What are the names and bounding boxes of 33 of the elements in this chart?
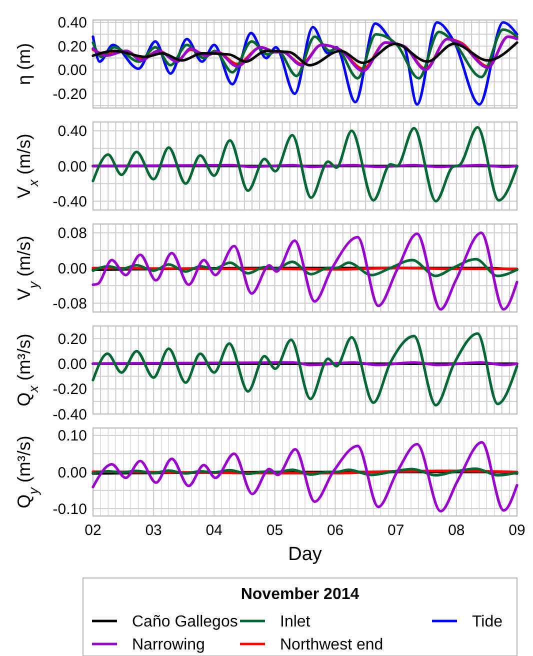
legend-label: Caño Gallegos [132,614,238,631]
legend-label: Northwest end [280,636,384,654]
y-axis-title: η (m) [14,43,34,85]
y-tick-label: 0.20 [58,38,87,56]
y-tick-label: 0.00 [58,260,87,278]
x-tick-label: 06 [326,522,344,539]
y-tick-label: -0.20 [52,86,87,103]
y-tick-label: -0.40 [52,193,87,210]
y-tick-label: 0.20 [58,330,87,348]
x-axis-title: Day [288,544,322,565]
x-tick-label: 05 [266,522,284,539]
x-tick-label: 07 [388,522,404,539]
y-tick-label: 0.00 [58,356,87,373]
y-tick-label: -0.20 [52,381,87,398]
y-tick-label: 0.00 [58,158,87,176]
x-tick-label: 03 [145,522,162,539]
y-tick-label: 0.10 [58,428,87,445]
y-tick-label: 0.00 [58,464,87,482]
legend-label: Narrowing [132,636,205,654]
legend-label: Tide [472,614,503,631]
legend-title: November 2014 [240,586,360,603]
y-tick-label: -0.08 [52,295,87,312]
x-tick-label: 08 [448,522,465,539]
x-tick-label: 09 [508,522,526,539]
y-tick-label: -0.40 [52,406,87,424]
legend-label: Inlet [280,614,311,631]
y-tick-label: 0.08 [58,225,87,242]
y-tick-label: 0.00 [58,62,87,80]
y-tick-label: 0.40 [58,14,87,32]
x-tick-label: 02 [84,522,102,539]
y-tick-label: 0.40 [58,123,87,140]
x-tick-label: 04 [206,522,222,539]
y-tick-label: -0.10 [52,500,87,518]
